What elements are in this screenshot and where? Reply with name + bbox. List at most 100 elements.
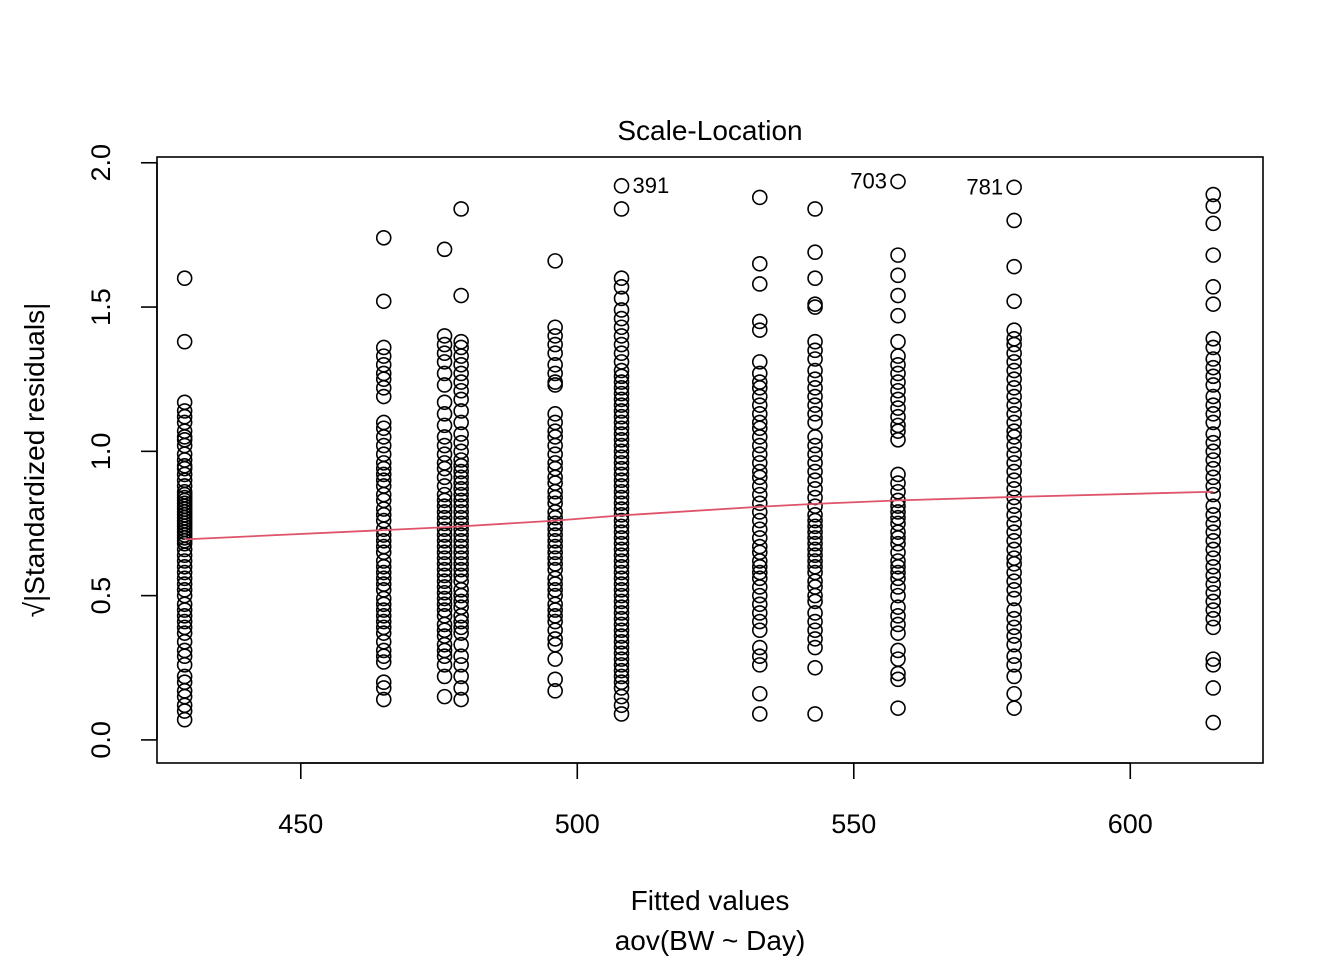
data-point: [1205, 610, 1222, 627]
data-point: [751, 486, 768, 503]
data-point: [890, 423, 906, 439]
data-point: [453, 356, 469, 373]
data-point: [613, 385, 630, 402]
data-point: [890, 287, 906, 304]
data-point: [453, 556, 469, 572]
data-point: [436, 550, 453, 566]
data-point: [613, 605, 630, 621]
data-point: [613, 697, 630, 714]
plot-box: [156, 156, 1264, 764]
data-point: [1205, 186, 1222, 203]
data-point: [1006, 573, 1022, 590]
data-point: [890, 173, 906, 190]
data-point: [436, 446, 453, 463]
data-point: [613, 645, 630, 662]
data-point: [613, 688, 630, 705]
data-point: [1006, 322, 1022, 338]
data-point: [1205, 359, 1222, 376]
data-point: [613, 651, 630, 667]
data-point: [375, 501, 392, 517]
data-point: [547, 538, 563, 555]
data-point: [613, 547, 630, 564]
data-point: [375, 570, 392, 587]
data-point: [890, 553, 906, 569]
data-point: [890, 642, 906, 659]
data-point: [807, 429, 823, 445]
data-point: [1006, 362, 1022, 379]
data-point: [1006, 345, 1022, 362]
data-point: [436, 437, 453, 454]
data-point: [453, 443, 469, 460]
data-point: [613, 628, 630, 644]
data-point: [1006, 446, 1022, 463]
data-point: [1205, 651, 1222, 667]
data-point: [1205, 550, 1222, 566]
data-point: [1205, 406, 1222, 422]
data-point: [613, 455, 630, 471]
data-point: [807, 299, 823, 315]
data-point: [807, 380, 823, 396]
data-point: [176, 608, 193, 624]
data-point: [1205, 532, 1222, 549]
data-point: [1205, 198, 1222, 214]
data-point: [547, 345, 563, 362]
data-point: [1205, 576, 1222, 592]
data-point: [751, 512, 768, 529]
data-point: [807, 201, 823, 217]
data-point: [751, 380, 768, 396]
data-point: [375, 558, 392, 575]
data-point: [453, 515, 469, 532]
data-point: [375, 553, 392, 569]
data-point: [1205, 515, 1222, 532]
data-point: [890, 616, 906, 633]
data-point: [1205, 351, 1222, 367]
data-point: [613, 706, 630, 722]
data-point: [176, 711, 193, 728]
data-point: [1006, 481, 1022, 497]
data-point: [807, 659, 823, 676]
data-point: [1205, 330, 1222, 347]
data-point: [751, 570, 768, 587]
data-point: [807, 622, 823, 639]
data-point: [453, 509, 469, 526]
data-point: [453, 587, 469, 604]
data-point: [436, 657, 453, 673]
data-point: [1006, 336, 1022, 353]
data-point: [453, 463, 469, 480]
data-point: [436, 345, 453, 362]
data-point: [613, 633, 630, 650]
data-point: [807, 489, 823, 506]
data-point: [1006, 258, 1022, 275]
data-point: [1006, 437, 1022, 454]
data-point: [1006, 380, 1022, 396]
data-point: [375, 674, 392, 691]
data-point: [890, 544, 906, 561]
data-point: [1006, 619, 1022, 636]
data-point: [1006, 455, 1022, 471]
data-point: [1205, 714, 1222, 731]
data-point: [807, 397, 823, 413]
data-point: [1006, 541, 1022, 558]
data-point: [751, 579, 768, 595]
data-point: [807, 587, 823, 604]
data-point: [1006, 515, 1022, 532]
data-point: [1006, 388, 1022, 405]
data-point: [1205, 593, 1222, 610]
data-point: [176, 596, 193, 613]
data-point: [375, 625, 392, 641]
data-point: [436, 515, 453, 532]
data-point: [436, 478, 453, 494]
data-point: [890, 535, 906, 552]
data-point: [375, 654, 392, 670]
data-point: [613, 319, 630, 336]
data-point: [453, 201, 469, 217]
data-point: [1006, 556, 1022, 572]
data-point: [176, 564, 193, 581]
data-point: [375, 230, 392, 246]
data-point: [453, 619, 469, 636]
data-point: [436, 596, 453, 613]
data-point: [807, 498, 823, 514]
data-point: [613, 443, 630, 460]
data-point: [436, 365, 453, 382]
data-point: [751, 313, 768, 330]
